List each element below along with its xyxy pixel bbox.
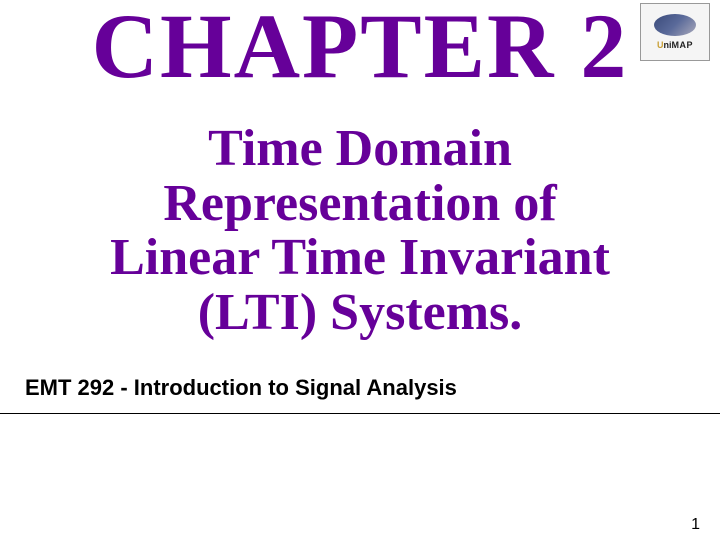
- page-number: 1: [691, 516, 700, 534]
- subtitle-line-2: Representation of: [163, 175, 556, 232]
- logo-text-suffix: MAP: [672, 40, 694, 50]
- subtitle-line-3: Linear Time Invariant: [110, 229, 610, 286]
- logo-text-mid: ni: [664, 40, 672, 50]
- horizontal-divider: [0, 413, 720, 414]
- chapter-subtitle: Time Domain Representation of Linear Tim…: [0, 122, 720, 340]
- logo-swoosh-icon: [654, 14, 696, 36]
- subtitle-line-4: (LTI) Systems.: [198, 284, 523, 341]
- chapter-title: CHAPTER 2: [0, 0, 720, 92]
- subtitle-line-1: Time Domain: [208, 120, 512, 177]
- course-code-label: EMT 292 - Introduction to Signal Analysi…: [0, 375, 720, 401]
- university-logo: UniMAP: [640, 3, 710, 61]
- logo-text: UniMAP: [657, 40, 693, 50]
